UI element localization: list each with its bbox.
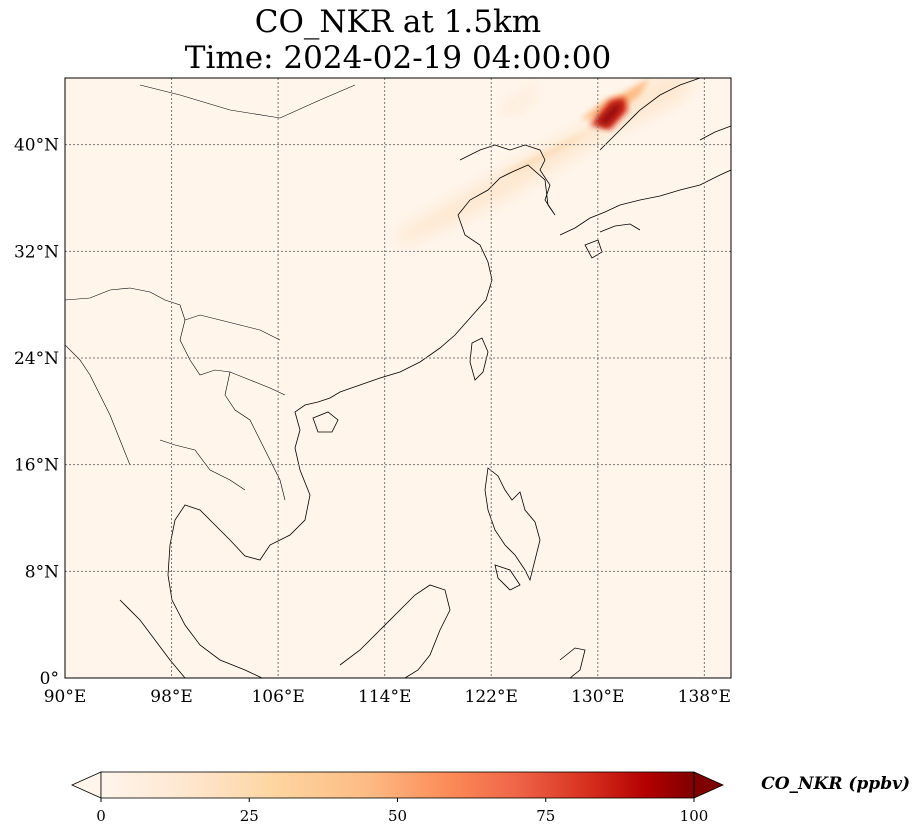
- lon-tick-label: 90°E: [44, 687, 87, 707]
- lat-tick-label: 0°: [40, 669, 59, 689]
- lon-tick-label: 114°E: [358, 687, 411, 707]
- lat-tick-label: 32°N: [14, 242, 59, 262]
- lon-tick-label: 122°E: [465, 687, 518, 707]
- concentration-field: [395, 78, 695, 245]
- lat-tick-label: 8°N: [25, 562, 59, 582]
- colorbar-tick-label: 100: [680, 807, 709, 825]
- map-frame: [64, 77, 732, 679]
- map-title-line-2: Time: 2024-02-19 04:00:00: [184, 40, 612, 76]
- lat-tick-label: 40°N: [14, 136, 59, 156]
- colorbar-gradient: [100, 771, 695, 799]
- lat-tick-labels: 0° 8°N 16°N 24°N 32°N 40°N: [14, 136, 59, 689]
- lat-tick-label: 24°N: [14, 349, 59, 369]
- gridlines: [65, 78, 731, 678]
- colorbar: 0 25 50 75 100 CO_NKR (ppbv): [71, 771, 910, 825]
- lat-tick-label: 16°N: [14, 456, 59, 476]
- colorbar-title: CO_NKR (ppbv): [761, 774, 910, 794]
- colorbar-tick-label: 25: [240, 807, 259, 825]
- lon-tick-label: 98°E: [150, 687, 193, 707]
- lon-tick-label: 138°E: [678, 687, 731, 707]
- colorbar-max-extend: [693, 771, 724, 799]
- coastlines: [65, 78, 731, 678]
- colorbar-tick-label: 0: [96, 807, 106, 825]
- map-background: [65, 78, 731, 678]
- colorbar-min-extend: [71, 771, 102, 799]
- colorbar-tick-label: 50: [388, 807, 407, 825]
- colorbar-tick-label: 75: [536, 807, 555, 825]
- lon-tick-label: 130°E: [571, 687, 624, 707]
- lon-tick-labels: 90°E 98°E 106°E 114°E 122°E 130°E 138°E: [44, 687, 731, 707]
- map-title-line-1: CO_NKR at 1.5km: [254, 4, 542, 40]
- lon-tick-label: 106°E: [251, 687, 304, 707]
